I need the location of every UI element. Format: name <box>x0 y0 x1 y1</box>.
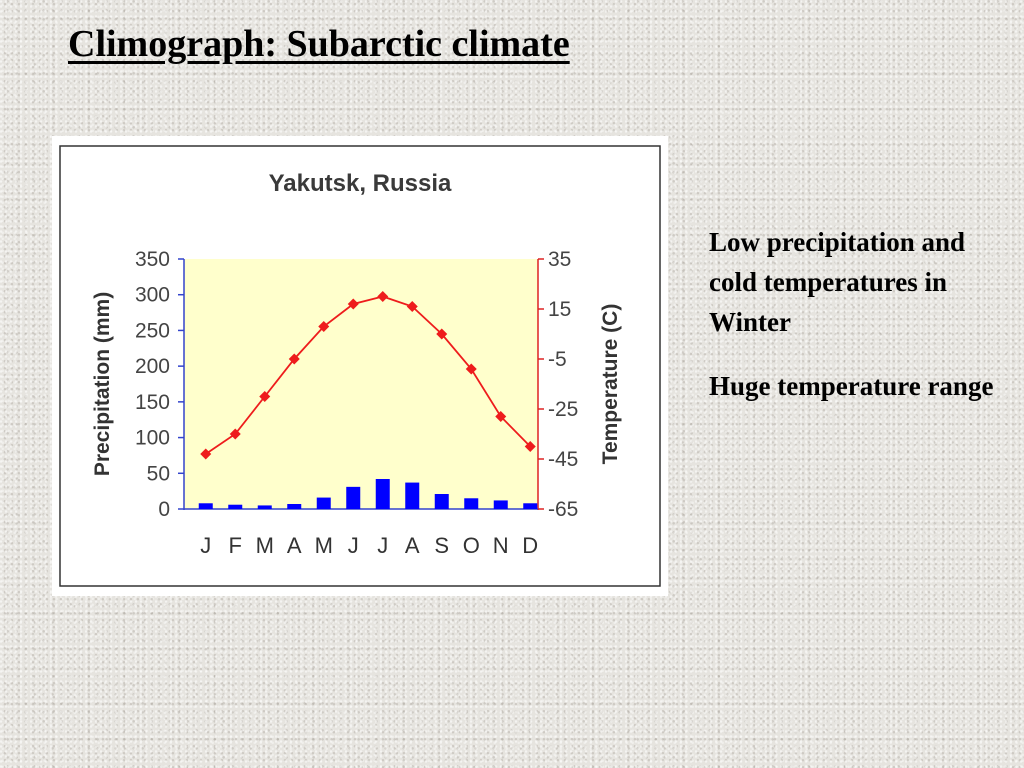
precipitation-bar <box>228 504 243 509</box>
y-tick-label-left: 0 <box>158 498 170 521</box>
temperature-point <box>318 321 330 332</box>
precipitation-bar <box>523 503 538 509</box>
x-tick-label: A <box>405 533 420 558</box>
y-tick-label-right: -25 <box>548 398 578 421</box>
y-tick-label-right: -5 <box>548 348 567 371</box>
temperature-point <box>377 291 389 302</box>
notes-panel: Low precipitation and cold temperatures … <box>709 222 1009 430</box>
y-tick-label-right: -65 <box>548 498 578 521</box>
y-tick-label-left: 200 <box>135 355 170 378</box>
x-tick-label: J <box>200 533 211 558</box>
y-tick-label-right: -45 <box>548 448 578 471</box>
temperature-point <box>495 411 507 422</box>
y-tick-label-left: 250 <box>135 319 170 342</box>
precipitation-bar <box>198 503 213 509</box>
temperature-point <box>347 298 359 310</box>
note-precipitation: Low precipitation and cold temperatures … <box>709 227 966 337</box>
plot-area <box>184 259 538 509</box>
y-tick-label-left: 300 <box>135 284 170 307</box>
y-tick-label-left: 150 <box>135 391 170 414</box>
precipitation-bar <box>375 479 390 509</box>
precipitation-bar <box>316 497 331 509</box>
x-tick-label: N <box>493 533 509 558</box>
precipitation-bar <box>257 505 272 509</box>
x-tick-label: D <box>522 533 538 558</box>
y-tick-label-right: 35 <box>548 248 571 271</box>
temperature-point <box>200 448 212 460</box>
precipitation-bar <box>346 486 361 509</box>
note-temperature-range: Huge temperature range <box>709 371 994 401</box>
slide-title: Climograph: Subarctic climate <box>68 23 570 65</box>
temperature-point <box>524 441 536 452</box>
precipitation-bar <box>493 500 508 509</box>
y-tick-label-left: 50 <box>147 462 170 485</box>
x-tick-label: M <box>315 533 333 558</box>
temperature-point <box>288 353 300 365</box>
x-tick-label: S <box>434 533 449 558</box>
x-tick-label: M <box>256 533 274 558</box>
x-tick-label: J <box>377 533 388 558</box>
precipitation-bar <box>434 494 449 509</box>
precipitation-bar <box>287 504 302 509</box>
temperature-line <box>205 295 531 455</box>
precipitation-bar <box>405 482 420 509</box>
x-tick-label: F <box>229 533 242 558</box>
chart-frame: Yakutsk, Russia 0 50 100 150 200 250 300 350 Prec… <box>52 136 668 596</box>
precipitation-bar <box>464 498 479 509</box>
x-tick-label: O <box>463 533 480 558</box>
x-tick-label: J <box>348 533 359 558</box>
temperature-point <box>465 363 477 375</box>
y-axis-title-left: Precipitation (mm) <box>91 292 114 476</box>
y-tick-label-left: 100 <box>135 427 170 450</box>
temperature-point <box>406 301 418 312</box>
temperature-point <box>436 328 448 340</box>
temperature-point <box>229 428 241 440</box>
climograph-chart: Yakutsk, Russia 0 50 100 150 200 250 300 350 Prec… <box>59 145 661 587</box>
y-axis-title-right: Temperature (C) <box>599 304 622 465</box>
x-tick-label: A <box>287 533 302 558</box>
y-tick-label-left: 350 <box>135 248 170 271</box>
y-tick-label-right: 15 <box>548 298 571 321</box>
chart-title: Yakutsk, Russia <box>269 170 452 197</box>
temperature-point <box>259 391 271 402</box>
